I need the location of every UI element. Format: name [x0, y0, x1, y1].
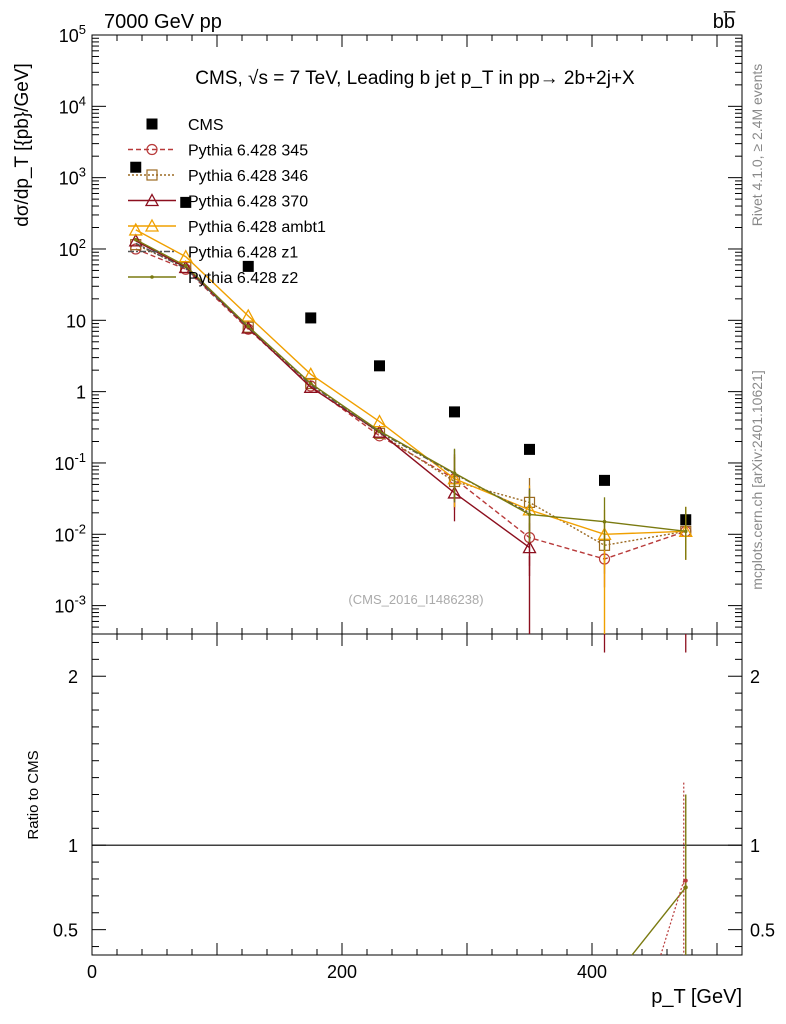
data-point: [374, 360, 385, 372]
data-point: [178, 249, 193, 263]
y-tick-label: 102: [59, 236, 86, 260]
data-point: [372, 414, 387, 428]
data-point: [130, 161, 142, 173]
ratio-tick-label-right: 1: [750, 836, 760, 856]
ratio-tick-label-right: 2: [750, 667, 760, 687]
legend: CMS Pythia 6.428 345 Pythia 6.428 346 Pythi…: [128, 117, 326, 287]
y-tick-label: 10-2: [54, 521, 86, 545]
data-point: [146, 143, 158, 156]
watermark: (CMS_2016_I1486238): [348, 592, 483, 607]
y-tick-label: 10: [66, 311, 86, 331]
data-point: [599, 474, 610, 486]
header-left: 7000 GeV pp: [104, 11, 222, 33]
data-point: [524, 443, 535, 455]
data-point: [180, 196, 192, 208]
data-point: [449, 406, 460, 418]
x-tick-label: 200: [327, 962, 357, 982]
x-axis-label: p_T [GeV]: [651, 986, 742, 1008]
legend-label: Pythia 6.428 z2: [188, 270, 298, 287]
ratio-tick-label: 0.5: [53, 921, 78, 941]
series-line: [135, 248, 687, 560]
axis-ticks: [91, 34, 743, 955]
data-point: [133, 237, 138, 242]
data-point: [377, 429, 382, 433]
data-point: [128, 222, 143, 236]
data-point: [305, 312, 317, 324]
ratio-tick-label: 1: [68, 836, 78, 856]
data-point: [128, 233, 143, 247]
y-tick-label: 1: [76, 383, 86, 403]
data-point: [303, 366, 318, 380]
y-axis-label: dσ/dp_T [{pb}/GeV]: [12, 63, 33, 227]
x-tick-label: 0: [87, 962, 97, 982]
chart-title: CMS, √s = 7 TeV, Leading b jet p_T in pp…: [195, 68, 635, 89]
legend-label: Pythia 6.428 z1: [188, 245, 298, 262]
data-point: [144, 193, 160, 207]
tick-labels: 0 200 400 10-3 10-2 10-1 1 10 102 103 104 105 0.5 0.5…: [53, 22, 775, 982]
ratio-tick-label-right: 0.5: [750, 921, 775, 941]
data-point: [144, 218, 160, 232]
data-point: [183, 264, 188, 268]
legend-label: CMS: [188, 117, 224, 134]
data-point: [246, 324, 251, 329]
ratio-tick-label: 2: [68, 667, 78, 687]
ratio-series: [631, 782, 688, 956]
ratio-point: [683, 878, 688, 883]
data-point: [305, 377, 317, 390]
series-pythia-6-428-z2: [133, 237, 688, 560]
ratio-line: [660, 880, 685, 956]
series-layer: [128, 161, 693, 956]
data-point: [146, 169, 158, 181]
data-point: [241, 308, 256, 322]
rivet-label: Rivet 4.1.0, ≥ 2.4M events: [749, 64, 765, 227]
y-tick-label: 10-1: [54, 450, 86, 474]
y-tick-label: 103: [59, 165, 86, 189]
mcplots-label: mcplots.cern.ch [arXiv:2401.10621]: [749, 370, 765, 589]
ratio-line: [631, 886, 687, 956]
y-tick-label: 10-3: [54, 593, 86, 617]
legend-item: Pythia 6.428 z2: [128, 270, 298, 287]
legend-label: Pythia 6.428 345: [188, 143, 308, 160]
ratio-y-label: Ratio to CMS: [25, 750, 42, 839]
legend-item: CMS: [146, 117, 224, 134]
data-point: [242, 260, 254, 272]
series-pythia-6-428-346: [130, 239, 692, 574]
y-tick-label: 104: [59, 93, 86, 117]
legend-label: Pythia 6.428 ambt1: [188, 219, 326, 236]
header-right: bb̅: [713, 10, 736, 33]
legend-item: Pythia 6.428 346: [128, 168, 308, 185]
legend-label: Pythia 6.428 346: [188, 168, 308, 185]
data-point: [150, 275, 154, 279]
legend-label: Pythia 6.428 370: [188, 194, 308, 211]
series-line: [135, 244, 686, 547]
legend-item: Pythia 6.428 z1: [128, 245, 298, 262]
legend-item: Pythia 6.428 370: [128, 193, 308, 211]
ratio-frame: [91, 633, 743, 956]
series-pythia-6-428-z1: [135, 242, 531, 542]
series-line: [135, 229, 686, 536]
data-point: [308, 381, 313, 386]
data-point: [241, 320, 256, 334]
data-point: [146, 118, 158, 130]
x-tick-label: 400: [577, 962, 607, 982]
series-cms: [130, 161, 692, 526]
data-point: [372, 424, 387, 438]
y-tick-label: 105: [59, 22, 86, 46]
legend-item: Pythia 6.428 ambt1: [128, 218, 326, 236]
legend-item: Pythia 6.428 345: [128, 143, 308, 160]
